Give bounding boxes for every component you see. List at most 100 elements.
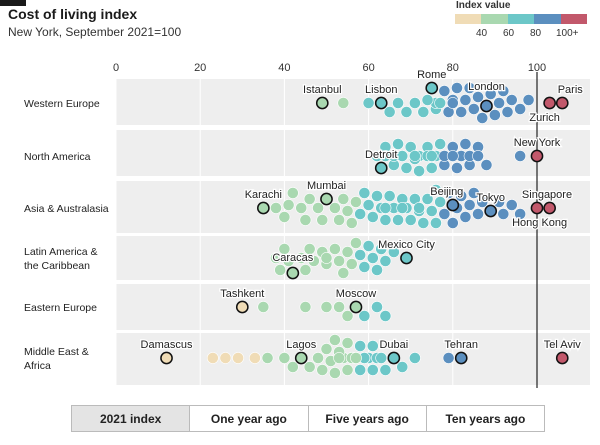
- city-label: Tel Aviv: [544, 339, 582, 351]
- city-label: Detroit: [365, 149, 397, 161]
- city-dot: [354, 208, 367, 220]
- city-dot: [299, 301, 312, 313]
- city-dot: [316, 214, 329, 226]
- city-dot: [413, 202, 426, 214]
- city-dot: [455, 106, 468, 118]
- city-dot: [451, 162, 463, 174]
- row-label: Eastern Europe: [24, 302, 97, 314]
- city-dot: [261, 352, 274, 364]
- city-dot: [354, 364, 367, 376]
- labeled-city-dot: [374, 161, 388, 175]
- city-dot: [438, 85, 451, 97]
- legend-tick: 80: [530, 28, 542, 39]
- city-dot: [350, 196, 362, 208]
- city-dot: [425, 150, 438, 162]
- tab-one-year-ago[interactable]: One year ago: [190, 406, 309, 431]
- city-dot: [425, 162, 438, 174]
- labeled-city-dot: [425, 81, 439, 95]
- city-dot: [379, 214, 392, 226]
- chart-title: Cost of living index: [8, 6, 138, 22]
- city-dot: [396, 202, 409, 214]
- city-dot: [341, 246, 354, 258]
- city-dot: [362, 97, 375, 109]
- city-dot: [430, 184, 442, 196]
- city-dot: [303, 243, 316, 255]
- city-dot: [345, 258, 358, 270]
- city-dot: [451, 82, 463, 94]
- row-band: [116, 79, 590, 125]
- city-dot: [333, 301, 346, 313]
- cost-of-living-chart: 0 20 40 60 80 100 Western Europe North America A…: [24, 62, 590, 388]
- city-dot: [480, 159, 493, 171]
- row-label-line: North America: [24, 151, 91, 163]
- city-dot: [375, 352, 388, 364]
- city-dot: [455, 190, 468, 202]
- city-dot: [232, 352, 244, 364]
- city-dot: [379, 202, 392, 214]
- city-dot: [366, 340, 379, 352]
- city-dot: [341, 310, 354, 322]
- city-label: Moscow: [336, 288, 376, 300]
- city-dot: [379, 150, 392, 162]
- labeled-city-dot: [530, 201, 544, 215]
- legend-labels: 40 60 80 100+: [455, 28, 595, 42]
- row-label-line: Asia & Australasia: [24, 203, 109, 215]
- city-dot: [396, 150, 409, 162]
- city-dot: [434, 138, 447, 150]
- row-label-line: Middle East &: [24, 346, 89, 358]
- city-dot: [350, 237, 362, 249]
- labeled-city-dot: [454, 351, 468, 365]
- city-dot: [413, 165, 426, 177]
- city-dot: [396, 361, 409, 373]
- city-dot: [514, 103, 527, 115]
- city-dot: [387, 246, 400, 258]
- city-dot: [379, 255, 392, 267]
- city-dot: [337, 193, 350, 205]
- city-dot: [358, 261, 371, 273]
- city-dot: [320, 252, 333, 264]
- row-label: Asia & Australasia: [24, 203, 109, 215]
- city-dot: [497, 208, 510, 220]
- city-dot: [434, 97, 447, 109]
- city-label: Paris: [558, 84, 584, 96]
- chart-subtitle: New York, September 2021=100: [8, 25, 182, 39]
- city-dot: [467, 103, 480, 115]
- city-dot: [476, 112, 489, 124]
- city-dot: [404, 214, 417, 226]
- labeled-city-dot: [484, 204, 498, 218]
- city-dot: [358, 310, 371, 322]
- city-dot: [303, 361, 316, 373]
- city-label: Rome: [417, 69, 446, 81]
- city-dot: [329, 202, 341, 214]
- labeled-city-dot: [555, 351, 569, 365]
- legend-title: Index value: [456, 0, 511, 11]
- tab-ten-years-ago[interactable]: Ten years ago: [445, 411, 526, 426]
- tab-five-years-ago[interactable]: Five years ago: [309, 406, 427, 431]
- city-dot: [295, 202, 308, 214]
- city-dot: [446, 150, 459, 162]
- row-label-line: Eastern Europe: [24, 302, 97, 314]
- city-dot: [421, 193, 434, 205]
- city-dot: [249, 352, 261, 364]
- city-dot: [303, 193, 316, 205]
- city-dot: [312, 352, 324, 364]
- city-dot: [409, 97, 421, 109]
- legend-tick: 100+: [556, 28, 579, 39]
- labeled-city-dot: [555, 96, 569, 110]
- city-dot: [257, 301, 270, 313]
- legend-swatch: [455, 14, 482, 24]
- city-dot: [383, 106, 396, 118]
- city-dot: [354, 249, 367, 261]
- city-dot: [333, 352, 346, 364]
- city-dot: [375, 243, 388, 255]
- city-dot: [463, 82, 476, 94]
- tab-2021-index[interactable]: 2021 index: [72, 406, 191, 431]
- city-dot: [316, 364, 329, 376]
- labeled-city-dot: [480, 99, 493, 113]
- city-dot: [467, 187, 480, 199]
- legend-swatch: [481, 14, 508, 24]
- x-tick-label: 20: [194, 62, 206, 74]
- city-label: Beijing: [430, 186, 463, 198]
- city-dot: [514, 208, 527, 220]
- row-label-line: the Caribbean: [24, 260, 90, 272]
